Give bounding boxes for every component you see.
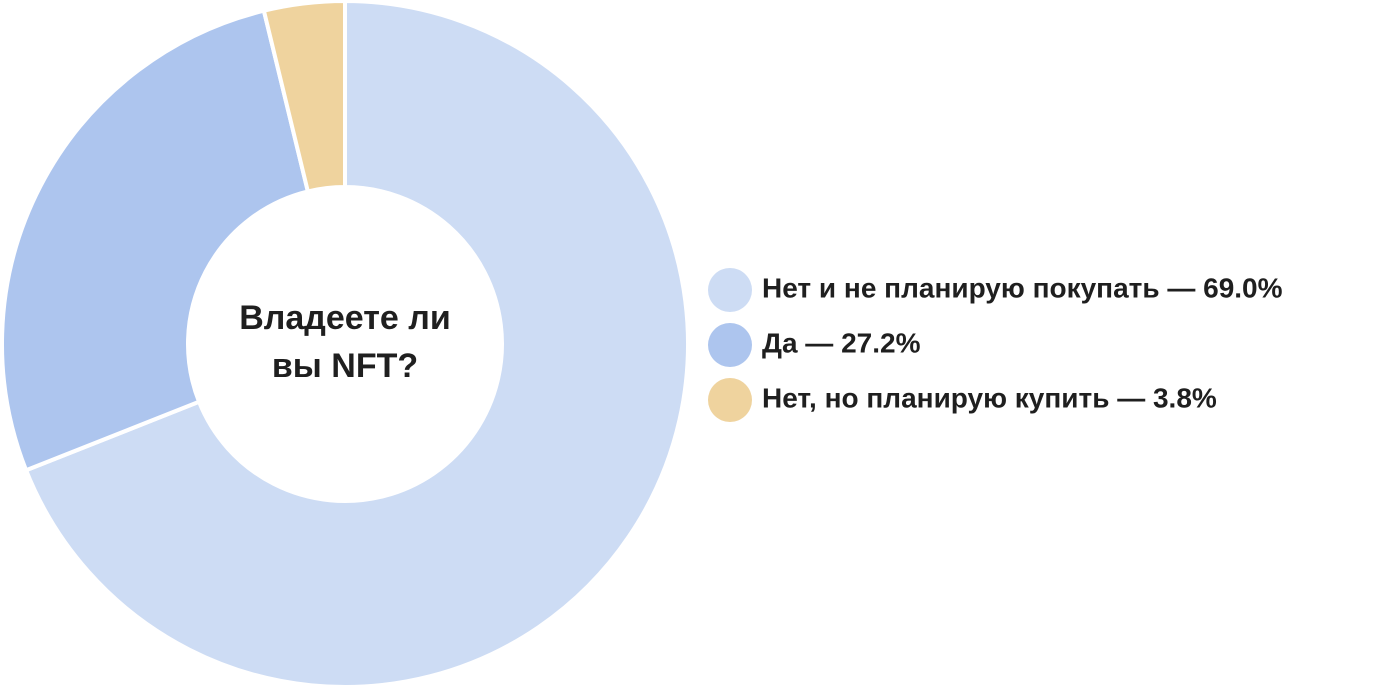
donut-slice	[261, 0, 347, 194]
legend-label: Да — 27.2%	[762, 327, 921, 358]
donut-slice	[23, 0, 690, 687]
donut-slice	[0, 8, 311, 473]
legend-swatch	[708, 323, 752, 367]
chart-title: Владеете ли вы NFT?	[239, 299, 451, 385]
legend-swatch	[708, 268, 752, 312]
legend-swatch	[708, 378, 752, 422]
legend-label: Нет и не планирую покупать — 69.0%	[762, 272, 1283, 303]
legend-label: Нет, но планирую купить — 3.8%	[762, 382, 1217, 413]
